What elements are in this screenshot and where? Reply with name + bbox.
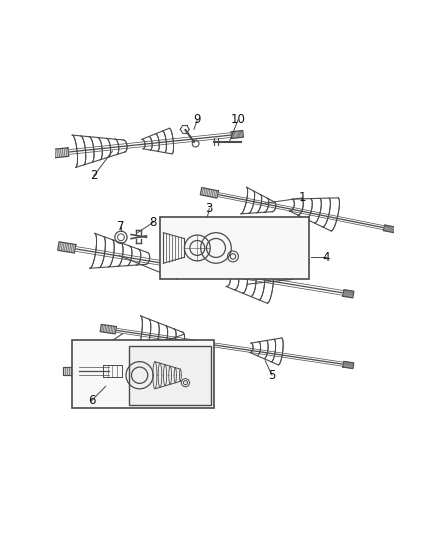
Bar <box>130 345 211 405</box>
Polygon shape <box>343 361 354 368</box>
Text: 9: 9 <box>194 114 201 126</box>
Polygon shape <box>49 148 69 158</box>
Text: 10: 10 <box>231 114 245 126</box>
Text: 7: 7 <box>117 220 125 233</box>
Polygon shape <box>200 188 219 198</box>
Polygon shape <box>58 242 76 253</box>
Text: 5: 5 <box>268 369 276 382</box>
Text: 3: 3 <box>205 202 213 215</box>
Polygon shape <box>343 289 354 298</box>
Text: 1: 1 <box>299 191 306 204</box>
Text: 4: 4 <box>322 251 330 264</box>
Polygon shape <box>63 367 78 375</box>
Polygon shape <box>383 225 395 233</box>
Text: 8: 8 <box>149 216 157 229</box>
Text: 6: 6 <box>88 394 95 407</box>
Polygon shape <box>100 325 117 334</box>
Polygon shape <box>231 131 244 139</box>
Text: 2: 2 <box>90 169 98 182</box>
Bar <box>160 216 309 279</box>
Bar <box>72 341 214 408</box>
